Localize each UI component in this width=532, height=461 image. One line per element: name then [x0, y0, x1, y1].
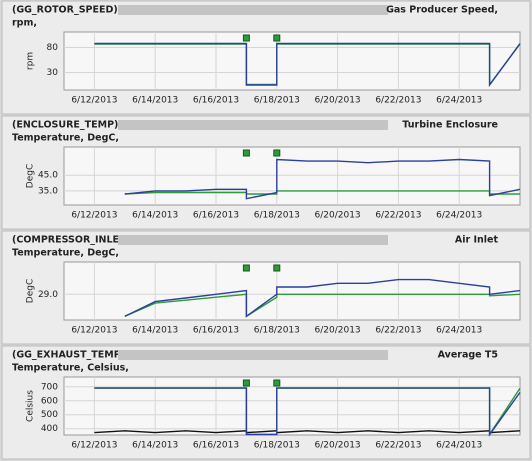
plot-area [63, 261, 521, 321]
y-tick-label: 600 [41, 396, 58, 406]
redacted [118, 350, 388, 360]
x-tick-label: 6/16/2013 [193, 211, 239, 221]
y-axis-label: rpm [26, 52, 36, 70]
series-line [94, 42, 521, 88]
y-tick-label: 45.0 [38, 171, 58, 181]
event-marker [242, 264, 250, 272]
x-tick-label: 6/14/2013 [132, 441, 178, 451]
event-marker [273, 149, 281, 157]
event-marker [273, 34, 281, 42]
series-line [124, 293, 521, 318]
y-tick-label: 500 [41, 410, 58, 420]
x-tick-label: 6/14/2013 [132, 96, 178, 106]
event-marker [273, 264, 281, 272]
panel-title: (ENCLOSURE_TEMP) - [12, 120, 126, 131]
plot-area [63, 31, 521, 91]
x-tick-label: 6/12/2013 [71, 441, 117, 451]
panel-title: (COMPRESSOR_INLET_TEMP_1) - [12, 235, 183, 246]
y-tick-label: 29.0 [38, 290, 58, 300]
panel-title: (GG_EXHAUST_TEMP_AVG) - [12, 350, 159, 361]
y-axis-label: DegC [26, 164, 36, 188]
x-tick-label: 6/12/2013 [71, 96, 117, 106]
panel-title: rpm, [12, 18, 37, 29]
event-marker [273, 379, 281, 387]
series-line [124, 278, 521, 318]
panel-title: Air Inlet [455, 235, 499, 246]
x-tick-label: 6/20/2013 [315, 441, 361, 451]
y-axis-label: DegC [26, 279, 36, 303]
y-tick-label: 35.0 [38, 186, 58, 196]
x-tick-label: 6/20/2013 [315, 211, 361, 221]
x-tick-label: 6/20/2013 [315, 326, 361, 336]
x-tick-label: 6/24/2013 [436, 441, 482, 451]
x-tick-label: 6/22/2013 [375, 211, 421, 221]
panel-title: (GG_ROTOR_SPEED) - [12, 5, 125, 16]
event-marker [242, 34, 250, 42]
x-tick-label: 6/24/2013 [436, 96, 482, 106]
redacted [118, 235, 388, 245]
panel-title: Temperature, DegC, [12, 248, 119, 259]
panel-title: Temperature, DegC, [12, 133, 119, 144]
x-tick-label: 6/18/2013 [254, 96, 300, 106]
y-tick-label: 700 [41, 382, 58, 392]
x-tick-label: 6/22/2013 [375, 326, 421, 336]
x-tick-label: 6/16/2013 [193, 326, 239, 336]
x-tick-label: 6/18/2013 [254, 211, 300, 221]
x-tick-label: 6/16/2013 [193, 441, 239, 451]
series-line [94, 387, 521, 437]
x-tick-label: 6/20/2013 [315, 96, 361, 106]
x-tick-label: 6/16/2013 [193, 96, 239, 106]
x-tick-label: 6/22/2013 [375, 96, 421, 106]
panel-title: Gas Producer Speed, [386, 5, 498, 16]
x-tick-label: 6/24/2013 [436, 326, 482, 336]
series-line [94, 430, 521, 434]
x-tick-label: 6/14/2013 [132, 326, 178, 336]
plot-area [63, 146, 521, 206]
y-tick-label: 30 [47, 68, 59, 78]
event-marker [242, 379, 250, 387]
panel-title: Average T5 [438, 350, 498, 361]
series-line [124, 158, 521, 200]
x-tick-label: 6/18/2013 [254, 326, 300, 336]
x-tick-label: 6/18/2013 [254, 441, 300, 451]
x-tick-label: 6/12/2013 [71, 211, 117, 221]
y-tick-label: 400 [41, 424, 58, 434]
x-tick-label: 6/22/2013 [375, 441, 421, 451]
x-tick-label: 6/14/2013 [132, 211, 178, 221]
redacted [118, 5, 388, 15]
y-tick-label: 80 [47, 43, 59, 53]
x-tick-label: 6/24/2013 [436, 211, 482, 221]
redacted [118, 120, 388, 130]
event-marker [242, 149, 250, 157]
panel-title: Temperature, Celsius, [12, 363, 129, 374]
series-line [124, 190, 520, 195]
plot-area [63, 376, 521, 436]
x-tick-label: 6/12/2013 [71, 326, 117, 336]
panel-title: Turbine Enclosure [402, 120, 498, 131]
y-axis-label: Celsius [26, 390, 36, 422]
